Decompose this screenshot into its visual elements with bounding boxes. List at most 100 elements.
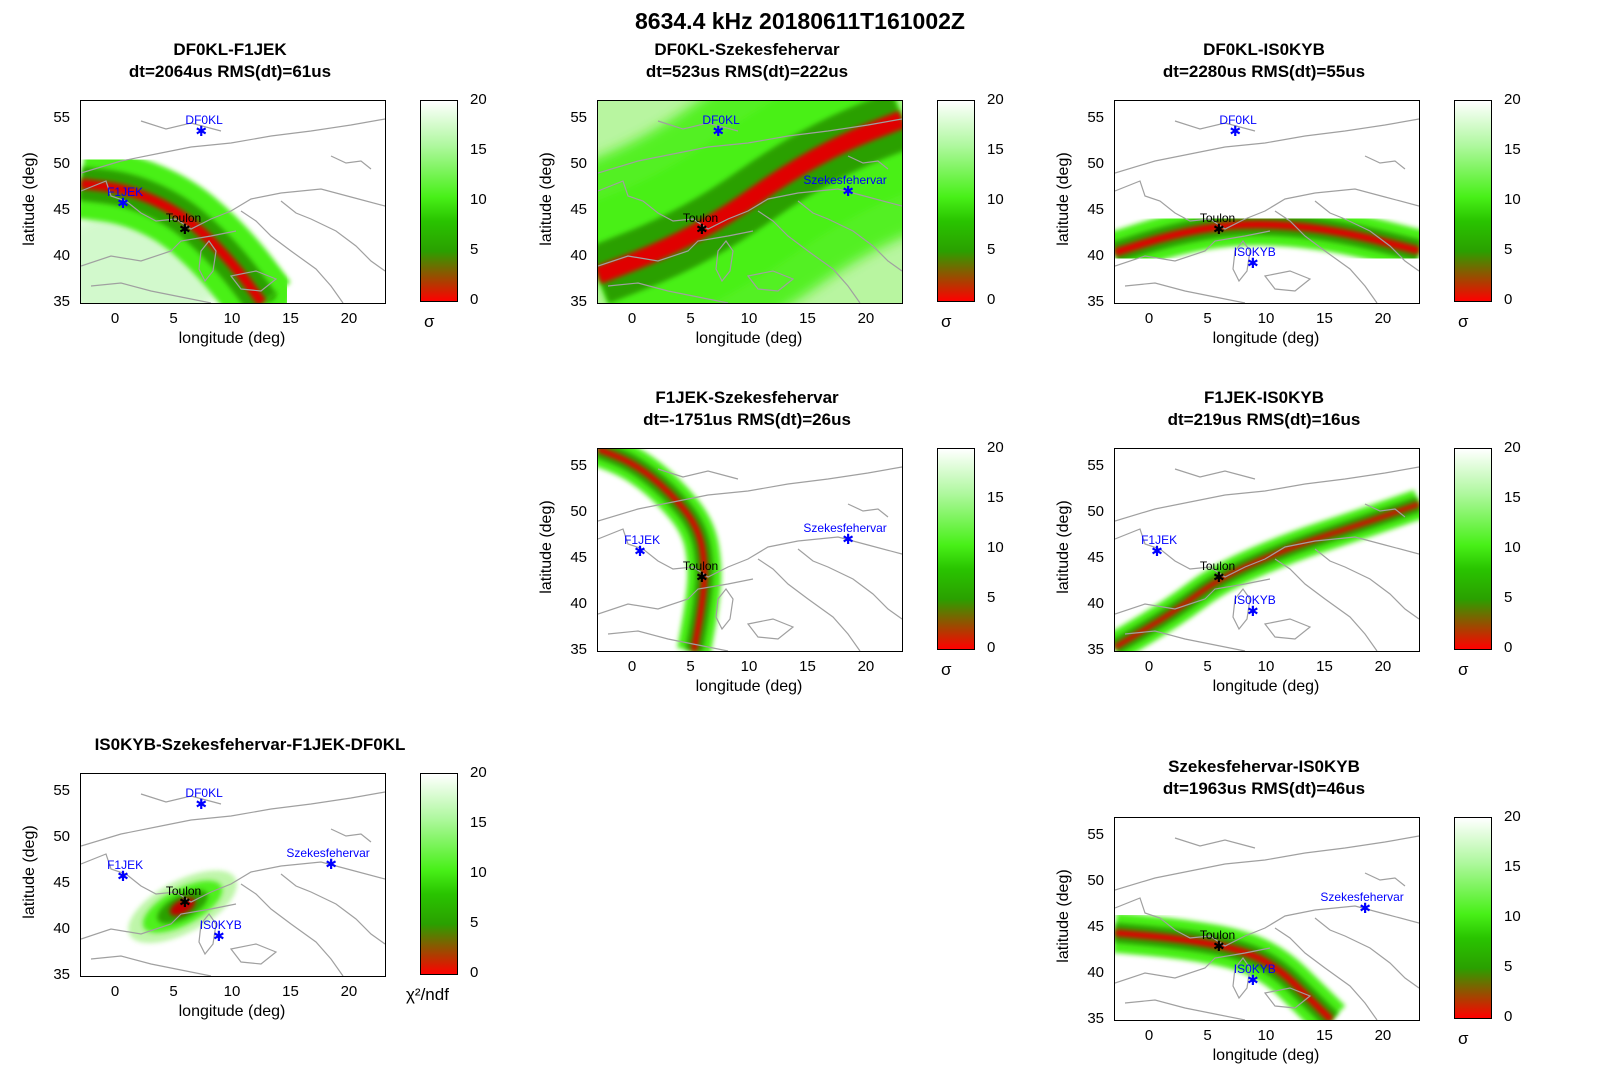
colorbar-tick-label: 5 bbox=[987, 589, 996, 606]
station-marker: ✱ bbox=[842, 182, 854, 199]
colorbar-tick-label: 20 bbox=[1504, 439, 1521, 456]
station-label: IS0KYB bbox=[1233, 961, 1276, 976]
coastline-segment bbox=[81, 903, 237, 940]
x-tick-label: 5 bbox=[1203, 658, 1212, 675]
coastline-segment bbox=[140, 120, 222, 132]
y-axis-label: latitude (deg) bbox=[538, 500, 555, 594]
coastline-segment bbox=[81, 791, 385, 847]
y-tick-label: 50 bbox=[53, 155, 70, 173]
x-tick-label: 5 bbox=[1203, 1027, 1212, 1044]
y-tick-label: 35 bbox=[570, 293, 587, 310]
y-tick-label: 40 bbox=[1087, 247, 1104, 265]
y-tick-label: 50 bbox=[53, 828, 70, 846]
coastline-segment bbox=[90, 955, 212, 976]
x-tick-label: 0 bbox=[1144, 310, 1154, 327]
coastline-segment bbox=[1174, 837, 1256, 849]
chart-panel: F1JEK-IS0KYB dt=219us RMS(dt)=16us ✱ F1JEK ✱… bbox=[1034, 388, 1521, 718]
coastline-segment bbox=[1115, 947, 1271, 984]
heatmap-svg bbox=[1115, 835, 1419, 1020]
station-label: F1JEK bbox=[107, 184, 144, 199]
x-tick-label: 0 bbox=[627, 310, 637, 327]
coastline-segment bbox=[1364, 503, 1406, 518]
coastline-segment bbox=[607, 630, 729, 651]
coastline-segment bbox=[240, 210, 344, 303]
x-tick-label: 20 bbox=[340, 310, 358, 327]
coastline-segment bbox=[1274, 558, 1378, 651]
y-axis-label: latitude (deg) bbox=[21, 825, 38, 919]
x-tick-label: 15 bbox=[799, 658, 816, 675]
x-tick-label: 20 bbox=[340, 983, 358, 1000]
colorbar-label: σ bbox=[1458, 1029, 1469, 1048]
band-core bbox=[598, 449, 708, 651]
coastline bbox=[81, 791, 385, 976]
heatmap-svg bbox=[81, 791, 385, 976]
coastline-segment bbox=[598, 578, 754, 615]
colorbar-tick-label: 0 bbox=[470, 964, 479, 981]
colorbar-tick-label: 10 bbox=[1504, 539, 1521, 556]
x-tick-label: 20 bbox=[1374, 1027, 1392, 1044]
x-tick-label: 0 bbox=[110, 310, 120, 327]
coastline-segment bbox=[1263, 270, 1312, 292]
heatmap-plot: ✱ DF0KL ✱ F1JEK ✱ Toulon bbox=[80, 100, 386, 304]
station-marker: ✱ bbox=[1246, 602, 1259, 619]
colorbar-tick-label: 15 bbox=[1504, 858, 1521, 875]
coastline-segment bbox=[81, 853, 385, 903]
band-core bbox=[598, 111, 902, 284]
y-axis-label: latitude (deg) bbox=[1055, 869, 1072, 963]
y-tick-label: 55 bbox=[1087, 826, 1104, 844]
chart-panel: F1JEK-Szekesfehervar dt=-1751us RMS(dt)=2… bbox=[517, 388, 1004, 718]
coastline-segment bbox=[1263, 618, 1312, 640]
y-tick-label: 50 bbox=[570, 503, 587, 521]
y-tick-label: 55 bbox=[53, 109, 70, 127]
coastline-segment bbox=[847, 155, 889, 170]
coastline-segment bbox=[847, 503, 889, 518]
station-label: IS0KYB bbox=[1233, 592, 1276, 607]
colorbar-label: σ bbox=[1458, 312, 1469, 331]
station-marker: ✱ bbox=[195, 123, 208, 140]
x-axis-label: longitude (deg) bbox=[178, 330, 286, 347]
colorbar-tick-label: 5 bbox=[1504, 589, 1513, 606]
coastline-segment bbox=[1115, 230, 1271, 267]
coastline-segment bbox=[240, 883, 344, 976]
panel-subtitle: dt=-1751us RMS(dt)=26us bbox=[643, 410, 851, 429]
coastline-segment bbox=[81, 180, 385, 230]
heatmap-plot: ✱ DF0KL ✱ IS0KYB ✱ Toulon bbox=[1114, 100, 1420, 304]
band-core bbox=[1115, 929, 1334, 1020]
station-label: Szekesfehervar bbox=[286, 845, 370, 860]
panel-title: DF0KL-Szekesfehervar bbox=[654, 40, 840, 59]
x-axis-label: longitude (deg) bbox=[695, 678, 803, 695]
station-label: Toulon bbox=[1199, 927, 1236, 942]
y-axis-label: latitude (deg) bbox=[1055, 500, 1072, 594]
colorbar-tick-label: 0 bbox=[1504, 639, 1513, 656]
station-marker: ✱ bbox=[1229, 123, 1242, 140]
colorbar-tick-label: 20 bbox=[1504, 808, 1521, 825]
x-tick-label: 15 bbox=[1316, 658, 1333, 675]
colorbar bbox=[420, 773, 458, 975]
x-tick-label: 5 bbox=[169, 983, 178, 1000]
y-tick-label: 50 bbox=[1087, 872, 1104, 890]
y-tick-label: 35 bbox=[1087, 1010, 1104, 1027]
coastline-segment bbox=[229, 270, 278, 292]
station-label: F1JEK bbox=[624, 532, 661, 547]
coastline-segment bbox=[1232, 239, 1251, 283]
x-tick-label: 0 bbox=[627, 658, 637, 675]
panel-subtitle: dt=1963us RMS(dt)=46us bbox=[1162, 779, 1366, 798]
chart-panel: Szekesfehervar-IS0KYB dt=1963us RMS(dt)=4… bbox=[1034, 757, 1521, 1087]
coastline-segment bbox=[598, 528, 902, 578]
colorbar-tick-label: 10 bbox=[1504, 908, 1521, 925]
panel-title: Szekesfehervar-IS0KYB bbox=[1168, 757, 1360, 776]
colorbar-tick-label: 5 bbox=[1504, 241, 1513, 258]
station-label: DF0KL bbox=[702, 113, 740, 128]
coastline-segment bbox=[657, 468, 739, 480]
colorbar-tick-label: 10 bbox=[470, 191, 487, 208]
station-label: Szekesfehervar bbox=[803, 172, 887, 187]
coastline bbox=[598, 466, 902, 651]
chart-panel: DF0KL-F1JEK dt=2064us RMS(dt)=61us ✱ DF0KL ✱… bbox=[0, 40, 487, 370]
x-tick-label: 5 bbox=[686, 658, 695, 675]
colorbar-tick-label: 20 bbox=[1504, 91, 1521, 108]
station-marker: ✱ bbox=[179, 220, 191, 237]
colorbar bbox=[937, 448, 975, 650]
station-marker: ✱ bbox=[1359, 899, 1371, 916]
station-marker: ✱ bbox=[696, 220, 708, 237]
panel-subtitle: dt=2280us RMS(dt)=55us bbox=[1162, 62, 1366, 81]
